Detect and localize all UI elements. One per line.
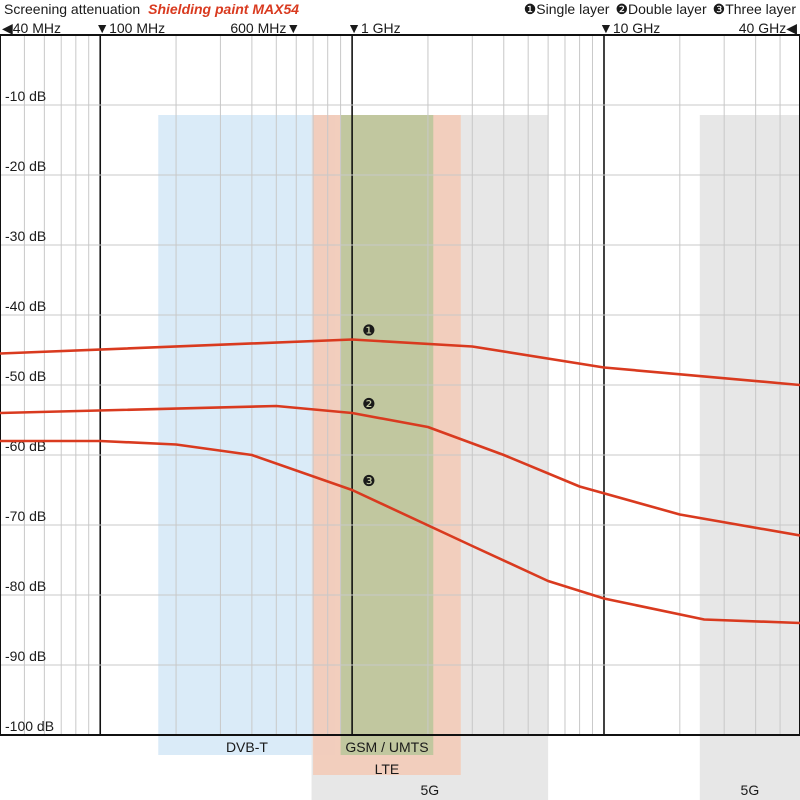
band-label: 5G — [741, 782, 760, 798]
y-tick-label: -20 dB — [5, 158, 46, 174]
series-marker-1: ❶ — [362, 323, 375, 340]
legend-marker: ❸ — [713, 1, 726, 17]
legend-marker: ❶ — [524, 1, 537, 17]
grid — [0, 35, 800, 735]
series-line-2 — [0, 404, 800, 537]
y-tick-label: -50 dB — [5, 368, 46, 384]
legend-label: Double layer — [628, 1, 707, 17]
band-label: LTE — [375, 761, 400, 777]
chart-title-product: Shielding paint MAX54 — [148, 1, 299, 17]
x-tick-label: ▼10 GHz — [599, 20, 660, 36]
series-line-3 — [0, 439, 800, 625]
y-tick-label: -40 dB — [5, 298, 46, 314]
y-tick-label: -30 dB — [5, 228, 46, 244]
band-labels: DVB-T 5G 5G LTE GSM / UMTS — [226, 739, 759, 798]
chart-title: Screening attenuation Shielding paint MA… — [4, 1, 299, 17]
y-tick-label: -70 dB — [5, 508, 46, 524]
band-label: 5G — [420, 782, 439, 798]
frequency-bands — [158, 115, 800, 800]
legend: ❶Single layer ❷Double layer ❸Three layer — [524, 1, 797, 17]
series-line-1 — [0, 338, 800, 387]
x-tick-label: ▼100 MHz — [95, 20, 165, 36]
y-tick-label: -10 dB — [5, 88, 46, 104]
series-lines — [0, 338, 800, 625]
x-tick-label: 40 GHz◀ — [739, 20, 797, 36]
x-tick-label: ▼1 GHz — [347, 20, 401, 36]
band-dvb-t — [158, 115, 336, 755]
series-marker-3: ❸ — [362, 473, 375, 490]
legend-marker: ❷ — [615, 1, 628, 17]
chart-title-prefix: Screening attenuation — [4, 1, 140, 17]
y-tick-label: -80 dB — [5, 578, 46, 594]
y-tick-label: -90 dB — [5, 648, 46, 664]
y-axis: -10 dB-20 dB-30 dB-40 dB-50 dB-60 dB-70 … — [5, 88, 54, 734]
band-5g — [699, 115, 800, 800]
band-gsm-umts — [340, 115, 434, 755]
y-tick-label: -100 dB — [5, 718, 54, 734]
series-markers: ❶ ❷ ❸ — [362, 323, 375, 491]
x-tick-label: 600 MHz▼ — [230, 20, 300, 36]
band-label: DVB-T — [226, 739, 268, 755]
legend-text: ❶Single layer ❷Double layer ❸Three layer — [524, 1, 797, 17]
band-label: GSM / UMTS — [345, 739, 428, 755]
legend-label: Single layer — [536, 1, 609, 17]
plot-frame — [0, 34, 800, 736]
legend-label: Three layer — [725, 1, 796, 17]
x-tick-label: ◀40 MHz — [2, 20, 61, 36]
series-marker-2: ❷ — [362, 396, 375, 413]
x-axis: ◀40 MHz ▼100 MHz 600 MHz▼ ▼1 GHz ▼10 GHz 40 G… — [2, 20, 797, 36]
